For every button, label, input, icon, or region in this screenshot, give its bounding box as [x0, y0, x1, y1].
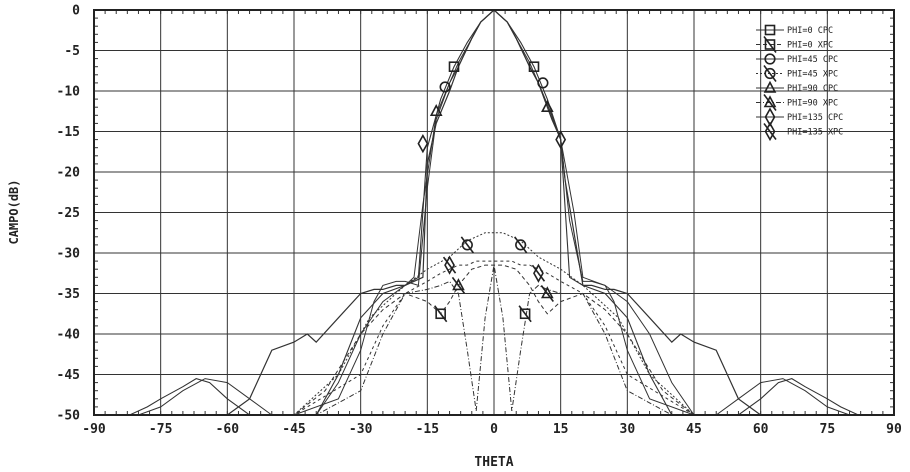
- x-tick-label: 15: [553, 422, 569, 437]
- x-tick-label: -45: [282, 422, 305, 437]
- grid: [93, 9, 895, 416]
- series-line-phi-135-xpc: [94, 260, 894, 416]
- y-tick-label: -40: [57, 328, 81, 343]
- legend-label: PHI=90 CPC: [787, 84, 838, 94]
- data-marker: [448, 61, 460, 73]
- y-tick-label: -35: [57, 287, 80, 302]
- legend-marker: [764, 24, 776, 36]
- legend-label: PHI=0 XPC: [787, 41, 833, 51]
- y-tick-label: -10: [57, 85, 81, 100]
- x-tick-label: -90: [82, 422, 106, 437]
- legend-label: PHI=135 CPC: [787, 113, 843, 123]
- data-marker: [434, 305, 448, 323]
- data-marker: [555, 129, 567, 150]
- legend-label: PHI=135 XPC: [787, 128, 843, 138]
- x-tick-label: 0: [490, 422, 498, 437]
- data-marker: [531, 263, 546, 283]
- y-tick-label: -25: [57, 206, 80, 221]
- data-marker: [528, 61, 540, 73]
- x-tick-label: 30: [620, 422, 636, 437]
- x-tick-label: -30: [349, 422, 373, 437]
- series-markers: [417, 61, 567, 323]
- legend-marker: [764, 53, 776, 65]
- x-tick-label: -15: [416, 422, 439, 437]
- y-tick-label: -15: [57, 125, 80, 140]
- data-marker: [460, 236, 474, 254]
- y-tick-label: -20: [57, 166, 81, 181]
- y-tick-label: -50: [57, 409, 81, 424]
- legend-label: PHI=0 CPC: [787, 26, 833, 36]
- x-axis-title: THETA: [474, 455, 513, 470]
- legend-label: PHI=90 XPC: [787, 99, 838, 109]
- legend-marker: [763, 94, 777, 111]
- data-marker: [439, 81, 451, 93]
- series-line-phi-90-xpc: [94, 265, 894, 416]
- series-line-phi-0-xpc: [94, 264, 894, 416]
- data-marker: [541, 99, 554, 112]
- data-marker: [537, 77, 549, 89]
- y-tick-label: 0: [72, 4, 80, 19]
- x-tick-label: 90: [886, 422, 902, 437]
- legend-marker: [763, 121, 777, 142]
- x-tick-label: 45: [686, 422, 702, 437]
- plot-frame: [93, 9, 895, 416]
- data-marker: [429, 104, 443, 117]
- tick-labels: -90 -75 -60 -45 -30 -15 0 15 30 45 60 75 90 0 -5 -10 -15…: [57, 4, 902, 438]
- legend-marker: [763, 80, 777, 93]
- x-tick-label: 75: [820, 422, 836, 437]
- y-tick-label: -5: [64, 44, 80, 59]
- legend: PHI=0 CPC PHI=0 XPC PHI=45 CPC PHI=45 XPC PH…: [756, 24, 843, 142]
- series-line-phi-45-xpc: [94, 232, 894, 416]
- x-tick-label: -60: [216, 422, 240, 437]
- legend-label: PHI=45 XPC: [787, 70, 838, 80]
- x-tick-label: 60: [753, 422, 769, 437]
- data-marker: [540, 285, 554, 302]
- data-marker: [518, 305, 532, 323]
- legend-marker: [763, 65, 777, 82]
- data-marker: [442, 255, 457, 275]
- y-tick-label: -45: [57, 368, 80, 383]
- data-marker: [417, 134, 429, 154]
- y-tick-label: -30: [57, 247, 81, 262]
- x-tick-label: -75: [149, 422, 172, 437]
- y-axis-title: CAMPO(dB): [7, 179, 21, 244]
- data-marker: [451, 276, 466, 294]
- data-marker: [514, 236, 528, 254]
- legend-label: PHI=45 CPC: [787, 55, 838, 65]
- legend-marker: [763, 36, 777, 53]
